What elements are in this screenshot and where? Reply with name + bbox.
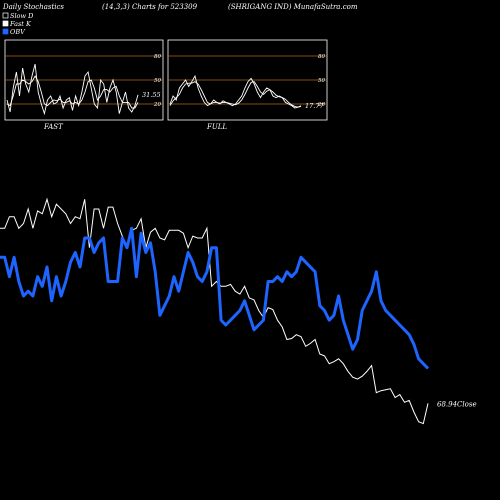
close-value-label: 68.94Close	[437, 400, 477, 408]
chart-params-label: (14,3,3) Charts for 523309	[102, 3, 198, 11]
full-slow-d-line	[169, 81, 302, 108]
fast-stochastic-panel: 80 50 20 31.55 FAST	[4, 39, 164, 131]
fast-value-label: 31.55	[142, 91, 161, 99]
legend-swatch-obv	[2, 28, 9, 35]
full-value-label: 17.77	[305, 102, 324, 110]
fast-panel-label: FAST	[43, 123, 64, 131]
company-source-label: (SHRIGANG IND) MunafaSutra.com	[228, 3, 358, 11]
price-obv-panel: 68.94Close	[0, 197, 477, 425]
legend-swatch-slow-d	[2, 12, 9, 19]
legend-label-fast-k: Fast K	[9, 20, 32, 28]
chart-type-label: Daily Stochastics	[2, 3, 64, 11]
full-stochastic-panel: 80 50 20 17.77 FULL	[167, 39, 328, 131]
close-price-line	[0, 197, 429, 425]
full-tick-80: 80	[318, 54, 325, 60]
legend: Slow D Fast K OBV	[2, 12, 34, 36]
full-panel-label: FULL	[206, 123, 227, 131]
obv-line	[0, 226, 430, 370]
fast-fast-k-line	[6, 63, 139, 116]
legend-swatch-fast-k	[2, 20, 9, 27]
fast-tick-80: 80	[154, 54, 161, 60]
full-tick-20: 20	[317, 102, 325, 108]
legend-label-obv: OBV	[10, 28, 26, 36]
full-tick-50: 50	[318, 78, 325, 84]
legend-label-slow-d: Slow D	[10, 12, 34, 20]
fast-slow-d-line	[6, 75, 139, 109]
fast-tick-20: 20	[153, 102, 161, 108]
fast-tick-50: 50	[154, 78, 161, 84]
full-fast-k-line	[169, 74, 302, 109]
